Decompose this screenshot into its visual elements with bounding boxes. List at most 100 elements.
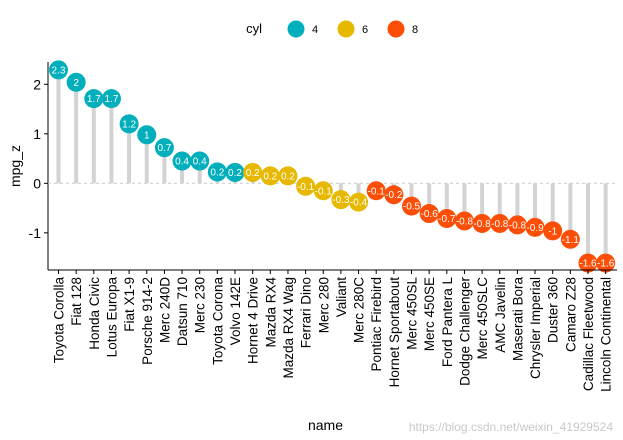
x-tick-label: Lotus Europa xyxy=(104,277,119,358)
legend-key-6 xyxy=(337,20,355,38)
dot xyxy=(560,229,580,249)
x-tick-label: Merc 230 xyxy=(193,277,208,333)
x-tick-label: Camaro Z28 xyxy=(563,277,578,352)
x-tick-label: Merc 280C xyxy=(352,277,367,343)
dot-value-label: -0.8 xyxy=(456,216,474,227)
x-tick-label: AMC Javelin xyxy=(493,277,508,353)
legend-label-4: 4 xyxy=(312,24,318,36)
dot xyxy=(525,217,545,237)
dot-value-label: 0.7 xyxy=(157,143,171,154)
dot-value-label: 2 xyxy=(73,78,79,89)
dot-value-label: -1.6 xyxy=(597,259,615,270)
legend-title: cyl xyxy=(246,21,262,36)
dot xyxy=(578,253,598,273)
dot xyxy=(278,166,298,186)
x-tick-label: Fiat X1-9 xyxy=(122,277,137,332)
x-tick-label: Mazda RX4 xyxy=(263,277,278,348)
dot-value-label: 0.2 xyxy=(246,168,260,179)
dot xyxy=(419,204,439,224)
dot xyxy=(349,192,369,212)
dot xyxy=(101,89,121,109)
dot-value-label: -0.5 xyxy=(403,202,421,213)
dot xyxy=(296,176,316,196)
dot xyxy=(154,138,174,158)
x-tick-label: Merc 450SE xyxy=(422,277,437,351)
y-axis-title: mpg_z xyxy=(7,145,23,187)
x-tick-label: Cadillac Fleetwood xyxy=(581,277,596,391)
dot xyxy=(49,60,68,80)
dot-value-label: -1.1 xyxy=(562,235,580,246)
dot-value-label: -0.8 xyxy=(491,219,509,230)
x-tick-label: Fiat 128 xyxy=(69,277,84,326)
lollipop-sticks xyxy=(56,69,608,264)
dot-value-label: 0.2 xyxy=(281,171,295,182)
dot-value-label: -0.6 xyxy=(421,209,439,220)
dot-value-label: 1.7 xyxy=(87,94,101,105)
x-tick-label: Hornet Sportabout xyxy=(387,277,402,388)
dot-value-label: -0.1 xyxy=(297,182,315,193)
x-axis: Toyota Corolla Fiat 128 Honda Civic Lotus E… xyxy=(48,269,617,392)
x-tick-label: Ferrari Dino xyxy=(299,277,314,348)
legend-key-8 xyxy=(387,20,405,38)
y-tick-label: 0 xyxy=(33,175,41,191)
x-tick-label: Merc 280 xyxy=(316,277,331,333)
x-tick-label: Mazda RX4 Wag xyxy=(281,277,296,379)
x-tick-label: Valiant xyxy=(334,277,349,318)
dot-value-label: -0.7 xyxy=(438,214,456,225)
dot-value-label: 0.2 xyxy=(210,167,224,178)
x-tick-label: Volvo 142E xyxy=(228,277,243,345)
dot xyxy=(507,215,527,235)
x-tick-label: Honda Civic xyxy=(87,277,102,350)
dot-value-label: -0.9 xyxy=(526,223,544,234)
x-tick-label: Lincoln Continental xyxy=(599,277,614,392)
dot xyxy=(243,162,263,182)
x-tick-label: Merc 240D xyxy=(157,277,172,343)
dot xyxy=(454,211,474,231)
dot-value-label: 1.2 xyxy=(122,119,136,130)
dot-value-label: -1 xyxy=(548,226,557,237)
dot-value-label: -0.4 xyxy=(350,198,368,209)
dot-value-label: -1.6 xyxy=(579,259,597,270)
dot-value-label: -0.1 xyxy=(368,186,386,197)
dot xyxy=(84,89,104,109)
y-tick-label: 1 xyxy=(33,126,41,142)
dot xyxy=(172,151,192,171)
dot-value-label: 0.4 xyxy=(193,157,207,168)
dot xyxy=(384,185,404,205)
dot xyxy=(437,208,457,228)
legend-label-6: 6 xyxy=(362,24,368,36)
dot xyxy=(260,166,280,186)
x-tick-label: Porsche 914-2 xyxy=(140,277,155,365)
dot xyxy=(490,213,510,233)
legend-label-8: 8 xyxy=(412,24,418,36)
dot xyxy=(366,181,386,201)
x-tick-label: Chrysler Imperial xyxy=(528,277,543,379)
dot-value-label: 0.2 xyxy=(263,171,277,182)
dot xyxy=(190,151,210,171)
x-tick-label: Merc 450SL xyxy=(405,277,420,350)
legend: cyl 4 6 8 xyxy=(246,20,418,38)
dot-value-label: -0.1 xyxy=(315,186,333,197)
dot xyxy=(207,162,227,182)
dot-value-label: 0.4 xyxy=(175,157,189,168)
x-axis-title: name xyxy=(308,417,343,433)
dot xyxy=(596,253,616,273)
x-tick-label: Dodge Challenger xyxy=(457,276,472,385)
x-tick-label: Maserati Bora xyxy=(510,277,525,362)
y-tick-label: -1 xyxy=(29,225,42,241)
dot xyxy=(225,162,245,182)
dot xyxy=(402,196,421,216)
x-tick-label: Merc 450SLC xyxy=(475,277,490,360)
legend-key-4 xyxy=(287,20,305,38)
dot xyxy=(119,114,139,134)
x-tick-label: Pontiac Firebird xyxy=(369,277,384,372)
x-tick-label: Toyota Corolla xyxy=(52,277,67,364)
lollipop-dots: 2.321.7 1.71.210.70.4 0.40.2 0.2 0.2 0.2 0.2-0… xyxy=(49,60,616,273)
x-tick-label: Ford Pantera L xyxy=(440,277,455,368)
dot xyxy=(543,221,563,241)
dot xyxy=(313,181,333,201)
dot xyxy=(472,213,492,233)
dot-value-label: 1 xyxy=(144,130,150,141)
x-tick-label: Toyota Corona xyxy=(210,277,225,365)
